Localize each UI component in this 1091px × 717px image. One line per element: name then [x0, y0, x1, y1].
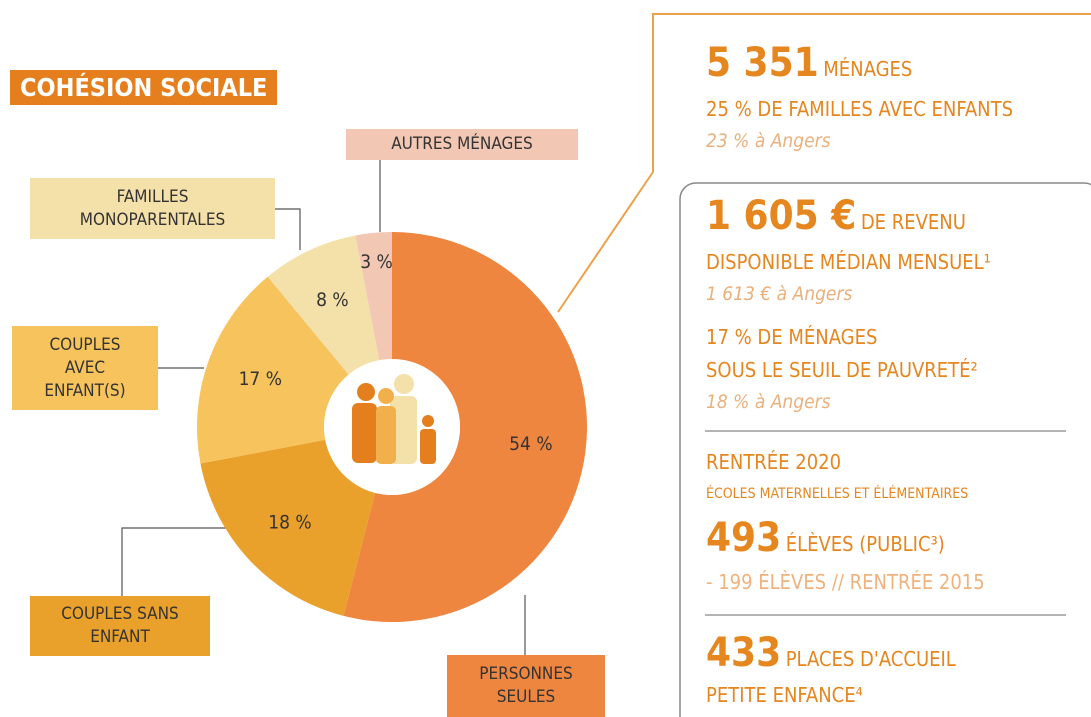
stat-line: ÉCOLES MATERNELLES ET ÉLÉMENTAIRES	[706, 486, 969, 502]
stat-line: 17 % DE MÉNAGES	[706, 325, 878, 349]
stat-value: 433	[706, 630, 782, 676]
slice-label: 54 %	[509, 433, 552, 455]
stat-label: ÉLÈVES (PUBLIC³)	[785, 532, 945, 556]
stat-value: 5 351	[706, 40, 819, 86]
slice	[355, 232, 392, 361]
slice-label: 3 %	[360, 251, 393, 273]
slice-label: 18 %	[268, 511, 311, 533]
stat: 433 PLACES D'ACCUEIL	[706, 630, 956, 676]
slice-label: 17 %	[239, 368, 282, 390]
category-label: PERSONNES SEULES	[447, 655, 605, 717]
stat-note: 23 % à Angers	[706, 130, 831, 152]
stat-value: 493	[706, 515, 782, 561]
slice	[196, 276, 349, 464]
stat-line: 25 % DE FAMILLES AVEC ENFANTS	[706, 97, 1014, 121]
slice-label: 8 %	[316, 289, 349, 311]
category-label: COUPLES SANS ENFANT	[30, 596, 210, 656]
stat: 493 ÉLÈVES (PUBLIC³)	[706, 515, 945, 561]
title: COHÉSION SOCIALE	[10, 70, 278, 105]
stat-note: 18 % à Angers	[706, 391, 831, 413]
slice	[343, 232, 587, 622]
stat-line: SOUS LE SEUIL DE PAUVRETÉ²	[706, 358, 978, 382]
stat-label: MÉNAGES	[823, 57, 913, 81]
stat-line: RENTRÉE 2020	[706, 450, 842, 474]
slice	[200, 439, 376, 616]
category-label: FAMILLES MONOPARENTALES	[30, 178, 275, 239]
connectors	[121, 160, 526, 655]
frame	[557, 13, 1091, 717]
stat-label: PLACES D'ACCUEIL	[785, 647, 956, 671]
stat-label: DE REVENU	[860, 210, 966, 234]
stat: 1 605 € DE REVENU	[706, 193, 966, 239]
category-label: COUPLES AVEC ENFANT(S)	[12, 326, 158, 410]
category-label: AUTRES MÉNAGES	[346, 129, 578, 160]
slice	[267, 235, 380, 375]
stat: 5 351 MÉNAGES	[706, 40, 912, 86]
stat-note: - 199 ÉLÈVES // RENTRÉE 2015	[706, 570, 985, 594]
stat-value: 1 605 €	[706, 193, 857, 239]
stat-line: DISPONIBLE MÉDIAN MENSUEL¹	[706, 250, 991, 274]
family-icon	[352, 374, 436, 464]
stat-note: 1 613 € à Angers	[706, 283, 853, 305]
stat-line: PETITE ENFANCE⁴	[706, 683, 863, 707]
